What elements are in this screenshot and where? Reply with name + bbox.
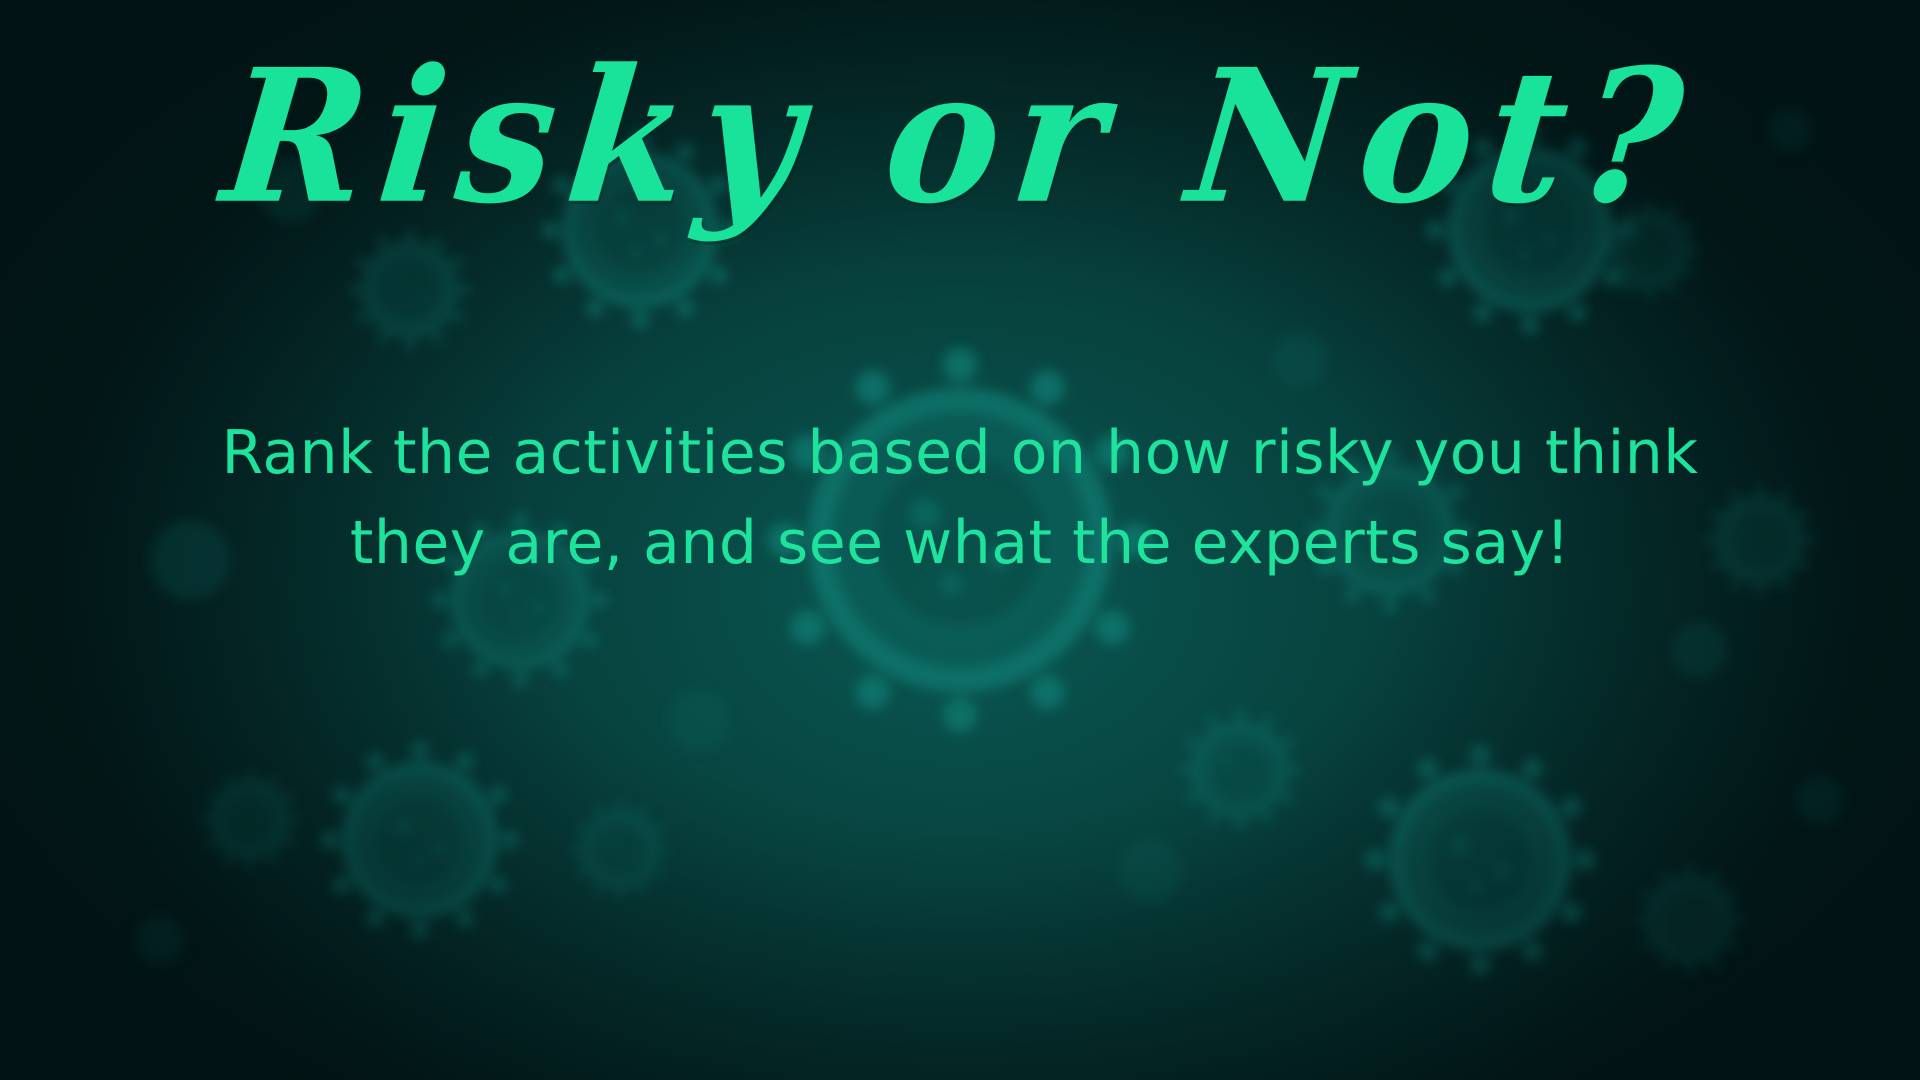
virus-icon xyxy=(321,741,519,939)
game-instructions: Rank the activities based on how risky y… xyxy=(160,408,1760,588)
virus-icon xyxy=(1180,710,1301,831)
virus-icon xyxy=(571,801,670,900)
instructions-line-2: they are, and see what the experts say! xyxy=(349,508,1571,578)
virus-icon xyxy=(1365,745,1596,976)
virus-icon xyxy=(201,771,300,870)
virus-icon xyxy=(1635,865,1745,975)
virus-icon xyxy=(350,230,471,351)
instructions-line-1: Rank the activities based on how risky y… xyxy=(221,418,1699,488)
game-title: Risky or Not? xyxy=(214,28,1706,245)
